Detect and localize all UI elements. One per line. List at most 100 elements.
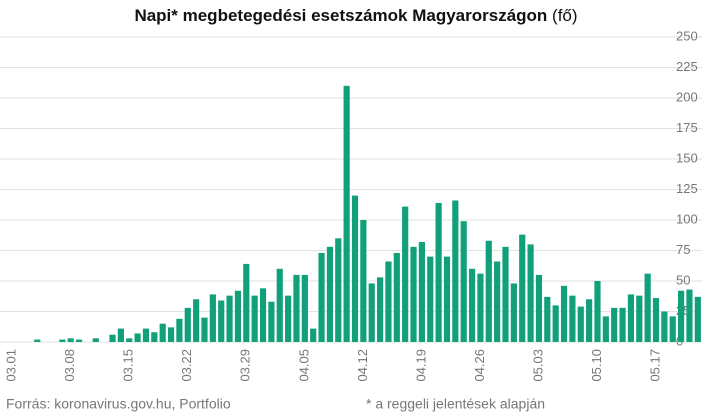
bar [427, 256, 434, 342]
bar [193, 299, 200, 342]
bar [335, 238, 342, 342]
bar [351, 195, 359, 342]
y-tick-label: 75 [676, 242, 690, 257]
bar [669, 316, 676, 342]
x-tick-label: 04.19 [413, 349, 428, 382]
bar [627, 294, 635, 342]
bar [594, 281, 601, 342]
bar [686, 289, 693, 342]
bar [402, 206, 409, 342]
source: Forrás: koronavirus.gov.hu, Portfolio [6, 396, 231, 412]
bar [544, 296, 551, 342]
bar [368, 283, 375, 342]
bar [452, 200, 459, 342]
bar [560, 285, 568, 342]
x-tick-label: 03.15 [121, 349, 136, 382]
bar [67, 338, 74, 342]
bar [494, 261, 501, 342]
title-unit: (fő) [552, 6, 578, 25]
bar [201, 317, 208, 342]
bar [376, 277, 384, 342]
bar [285, 295, 292, 342]
x-tick-label: 03.22 [179, 349, 194, 382]
bar [234, 290, 242, 342]
bar [126, 338, 133, 342]
x-tick-label: 04.26 [472, 349, 487, 382]
bar [226, 295, 233, 342]
bar [418, 241, 425, 342]
bar [502, 246, 509, 342]
bar [268, 301, 275, 342]
y-tick-label: 150 [676, 150, 698, 165]
bar [393, 252, 400, 342]
bar [519, 234, 526, 342]
x-tick-label: 03.01 [4, 349, 19, 382]
x-tick-label: 05.03 [530, 349, 545, 382]
bar [385, 261, 392, 342]
bar [678, 290, 685, 342]
bar [636, 295, 643, 342]
bar [109, 334, 116, 342]
bar [59, 339, 66, 342]
bar [243, 263, 250, 342]
x-tick-label: 05.17 [647, 349, 662, 382]
chart-title: Napi* megbetegedési esetszámok Magyarors… [134, 6, 577, 25]
bar [552, 305, 559, 342]
bar [527, 244, 534, 342]
bar [318, 252, 325, 342]
bar [293, 274, 300, 342]
bar [569, 295, 576, 342]
y-tick-label: 225 [676, 59, 698, 74]
bar [535, 274, 543, 342]
bar [151, 332, 158, 342]
x-tick-label: 04.05 [296, 349, 311, 382]
bar [485, 240, 492, 342]
bar [117, 328, 124, 342]
x-tick-label: 04.12 [355, 349, 370, 382]
bar [602, 316, 609, 342]
bar [343, 85, 350, 343]
bar [142, 328, 150, 342]
bar [218, 300, 225, 342]
bar [435, 202, 442, 342]
bar [209, 294, 216, 342]
y-tick-label: 100 [676, 211, 698, 226]
y-tick-label: 200 [676, 89, 698, 104]
bar [251, 295, 258, 342]
bar [34, 339, 41, 342]
bar [276, 268, 283, 342]
bar [443, 256, 451, 342]
y-tick-label: 50 [676, 272, 690, 287]
bar [176, 318, 183, 342]
bar [301, 274, 308, 342]
bar [661, 311, 668, 342]
bar [619, 307, 626, 342]
bar [410, 246, 417, 342]
bar [159, 323, 166, 342]
bar [694, 296, 701, 342]
bar [184, 307, 191, 342]
bar [92, 338, 99, 342]
x-tick-label: 03.08 [62, 349, 77, 382]
bar [167, 327, 175, 342]
bar [460, 221, 467, 342]
bar [259, 288, 267, 342]
bar [360, 220, 367, 342]
bar [577, 306, 584, 342]
bar [510, 283, 517, 342]
bar [134, 333, 141, 342]
bar [310, 328, 317, 342]
bar [468, 268, 476, 342]
bar [652, 298, 660, 342]
y-tick-label: 175 [676, 120, 698, 135]
note: * a reggeli jelentések alapján [366, 396, 545, 412]
title-main: Napi* megbetegedési esetszámok Magyarors… [134, 6, 547, 25]
bar [644, 273, 651, 342]
bar [326, 246, 334, 342]
x-tick-label: 05.10 [589, 349, 604, 382]
y-tick-label: 250 [676, 28, 698, 43]
x-tick-label: 03.29 [238, 349, 253, 382]
bar [477, 273, 484, 342]
y-tick-label: 125 [676, 181, 698, 196]
